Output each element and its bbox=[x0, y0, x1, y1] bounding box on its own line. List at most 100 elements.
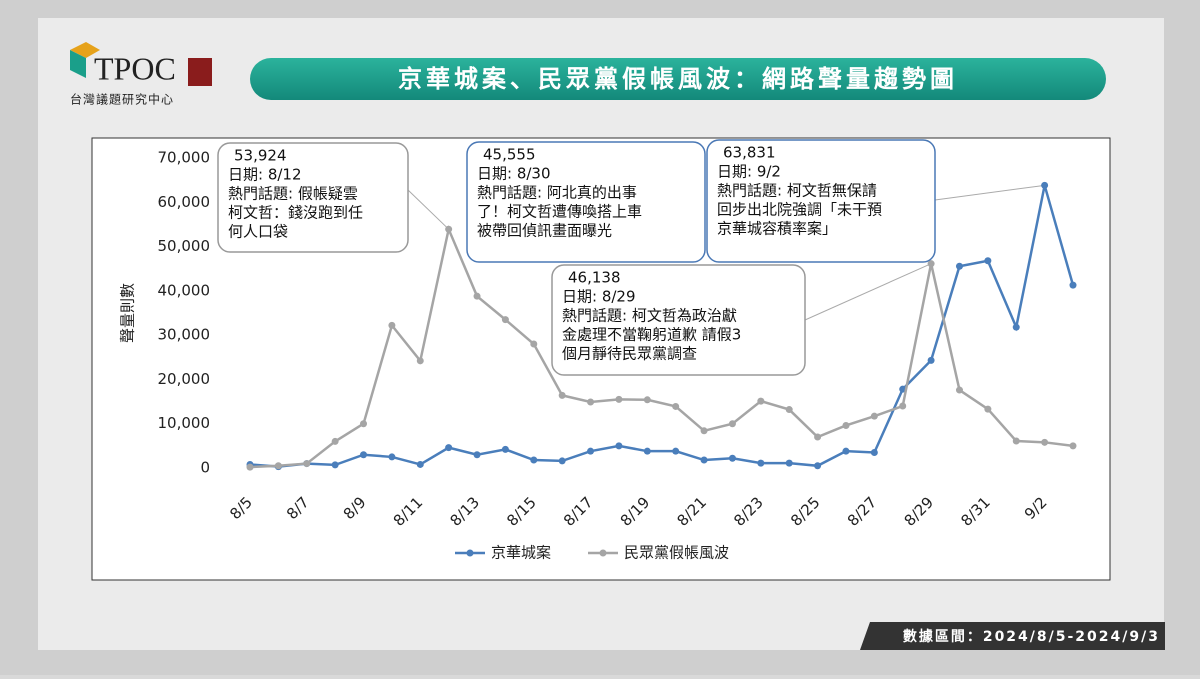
point bbox=[473, 292, 481, 300]
point bbox=[984, 257, 992, 265]
annotation-text: 了！柯文哲遭傳喚搭上車 bbox=[477, 203, 642, 221]
y-tick-label: 10,000 bbox=[158, 414, 211, 432]
point bbox=[757, 397, 765, 405]
point bbox=[246, 463, 254, 471]
annotation-text: 熱門話題: 阿北真的出事 bbox=[477, 184, 637, 202]
logo-mark bbox=[188, 58, 212, 86]
point bbox=[870, 449, 878, 456]
point bbox=[700, 456, 708, 464]
annotation-text: 日期: 8/30 bbox=[477, 165, 551, 183]
annotation-box bbox=[217, 142, 409, 253]
point bbox=[842, 447, 850, 455]
leader-line bbox=[934, 184, 1045, 201]
point bbox=[785, 459, 793, 467]
annotation-text: 熱門話題: 假帳疑雲 bbox=[228, 185, 358, 203]
y-axis-label: 聲量則數 bbox=[119, 283, 137, 343]
legend-marker bbox=[599, 549, 607, 557]
annotation-text: 何人口袋 bbox=[228, 223, 288, 241]
y-tick-label: 40,000 bbox=[158, 281, 211, 299]
series-line bbox=[249, 184, 1075, 468]
point bbox=[842, 421, 850, 429]
point bbox=[360, 451, 368, 459]
point bbox=[899, 402, 907, 410]
leader-line bbox=[804, 263, 932, 321]
point bbox=[1069, 281, 1077, 289]
point bbox=[757, 459, 765, 467]
point bbox=[530, 340, 538, 348]
point bbox=[587, 398, 595, 406]
point bbox=[927, 260, 935, 268]
point bbox=[416, 357, 424, 365]
annotation-text: 被帶回偵訊畫面曝光 bbox=[477, 222, 612, 240]
annotation-box bbox=[551, 264, 806, 376]
legend-label: 京華城案 bbox=[491, 544, 551, 562]
y-tick-label: 60,000 bbox=[158, 193, 211, 211]
point bbox=[558, 391, 566, 399]
point bbox=[587, 447, 595, 455]
annotation-text: 日期: 9/2 bbox=[717, 163, 781, 181]
point bbox=[984, 405, 992, 413]
y-tick-label: 0 bbox=[200, 459, 210, 477]
point bbox=[955, 386, 963, 394]
point bbox=[814, 433, 822, 441]
point bbox=[360, 420, 368, 428]
point bbox=[785, 406, 793, 414]
title-pill bbox=[250, 58, 1106, 100]
point bbox=[1012, 323, 1020, 331]
point bbox=[672, 447, 680, 455]
point bbox=[955, 262, 963, 270]
point bbox=[501, 445, 509, 453]
point bbox=[416, 460, 424, 468]
point bbox=[643, 396, 651, 404]
point bbox=[643, 447, 651, 455]
point bbox=[728, 420, 736, 428]
annotation-text: 日期: 8/12 bbox=[228, 166, 302, 184]
point bbox=[331, 461, 339, 469]
point bbox=[1012, 437, 1020, 445]
point bbox=[728, 454, 736, 462]
point bbox=[1041, 438, 1049, 446]
point bbox=[501, 316, 509, 324]
point bbox=[814, 462, 822, 470]
point bbox=[672, 402, 680, 410]
brand-name: 台灣議題研究中心 bbox=[70, 92, 174, 107]
annotation-text: 個月靜待民眾黨調查 bbox=[562, 345, 697, 363]
footer-bar bbox=[860, 622, 1165, 650]
point bbox=[927, 356, 935, 364]
point bbox=[615, 442, 623, 450]
annotation-box bbox=[706, 139, 936, 263]
point bbox=[388, 453, 396, 461]
point bbox=[445, 225, 453, 233]
annotation-text: 柯文哲：錢沒跑到任 bbox=[228, 204, 363, 222]
point bbox=[445, 444, 453, 452]
annotation-text: 日期: 8/29 bbox=[562, 288, 636, 306]
point bbox=[870, 412, 878, 420]
annotation-text: 熱門話題: 柯文哲無保請 bbox=[717, 182, 877, 200]
annotation-text: 46,138 bbox=[568, 269, 621, 287]
y-tick-label: 20,000 bbox=[158, 370, 211, 388]
logo-mark bbox=[70, 50, 86, 78]
leader-line bbox=[407, 189, 450, 230]
legend-marker bbox=[466, 549, 474, 557]
point bbox=[615, 395, 623, 403]
annotation-text: 回步出北院強調「未干預 bbox=[717, 201, 882, 219]
y-tick-label: 30,000 bbox=[158, 326, 211, 344]
annotation-text: 63,831 bbox=[723, 144, 776, 162]
y-tick-label: 70,000 bbox=[158, 149, 211, 167]
point bbox=[388, 321, 396, 329]
annotation-text: 熱門話題: 柯文哲為政治獻 bbox=[562, 307, 737, 325]
point bbox=[303, 460, 311, 468]
annotation-text: 金處理不當鞠躬道歉 請假3 bbox=[562, 326, 741, 344]
legend-label: 民眾黨假帳風波 bbox=[624, 544, 729, 562]
point bbox=[1041, 181, 1049, 189]
logo-mark bbox=[70, 42, 100, 58]
annotation-text: 53,924 bbox=[234, 147, 287, 165]
point bbox=[700, 427, 708, 435]
y-tick-label: 50,000 bbox=[158, 237, 211, 255]
point bbox=[558, 457, 566, 465]
chart-title: 京華城案、民眾黨假帳風波：網路聲量趨勢圖 bbox=[398, 65, 958, 93]
logo: TPOC 台灣議題研究中心 bbox=[70, 42, 212, 107]
footer: 數據區間：2024/8/5-2024/9/3 bbox=[903, 628, 1160, 645]
